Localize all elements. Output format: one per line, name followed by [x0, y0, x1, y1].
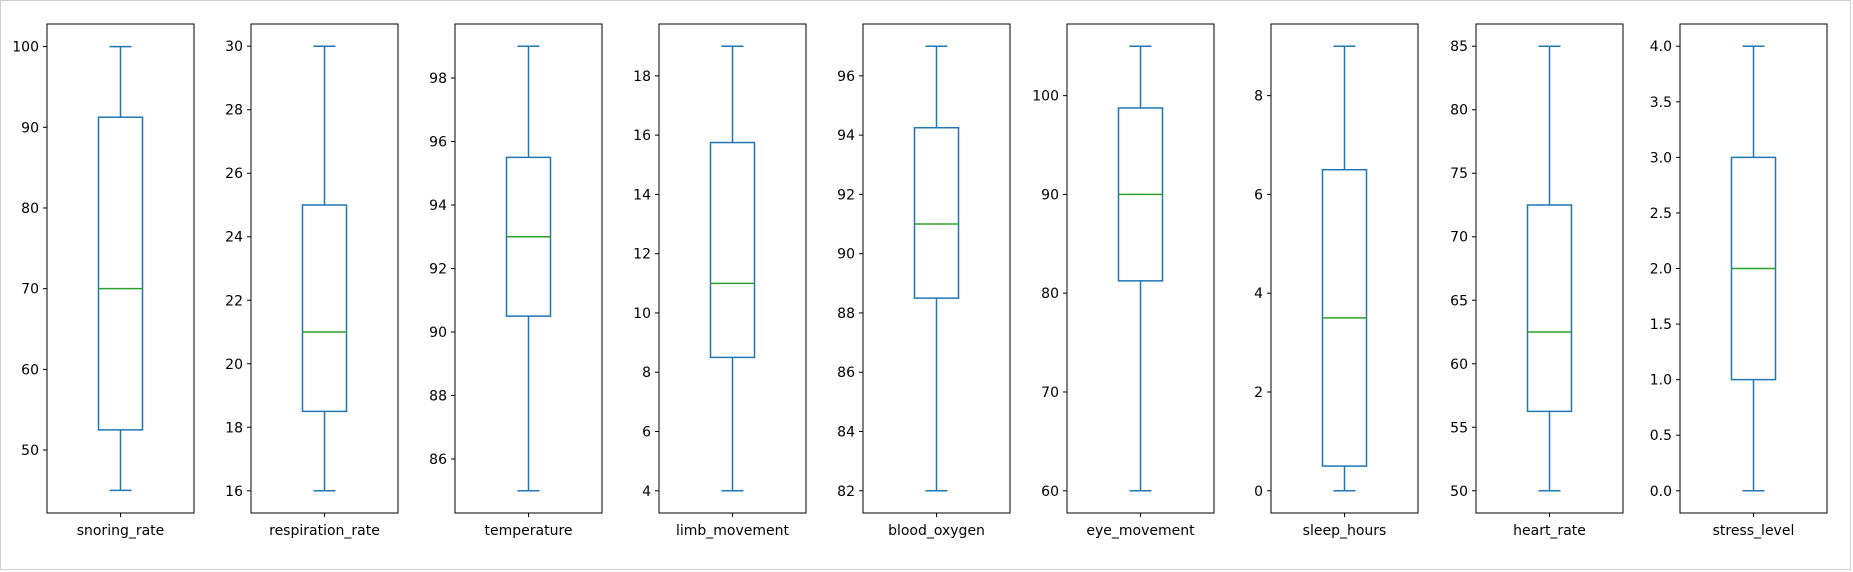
- y-tick-label: 98: [429, 71, 447, 87]
- y-tick-label: 2.0: [1650, 262, 1672, 278]
- y-tick-label: 8: [642, 365, 651, 381]
- y-tick-label: 90: [837, 247, 855, 263]
- y-tick-label: 65: [1450, 293, 1468, 309]
- y-tick-label: 6: [642, 425, 651, 441]
- panel-snoring_rate: 50 60 70 80 90 100 snoring_rate: [12, 23, 195, 539]
- y-tick-label: 84: [837, 425, 855, 441]
- y-tick-label: 28: [225, 103, 243, 119]
- y-tick-label: 1.0: [1650, 373, 1672, 389]
- panel-stress_level: 0.0 0.5 1.0 1.5 2.0 2.5 3.0 3.5 4.0 stress_level: [1650, 23, 1828, 539]
- y-tick-label: 12: [633, 247, 651, 263]
- x-tick-label: sleep_hours: [1303, 523, 1387, 539]
- y-tick-label: 30: [225, 39, 243, 55]
- iqr-box: [301, 204, 348, 413]
- y-tick-label: 60: [1450, 357, 1468, 373]
- y-tick-label: 4.0: [1650, 39, 1672, 55]
- panel-sleep_hours: 0 2 4 6 8 sleep_hours: [1254, 23, 1419, 539]
- x-tick-label: respiration_rate: [269, 523, 380, 539]
- y-tick-label: 86: [837, 365, 855, 381]
- y-tick-label: 70: [1041, 385, 1059, 401]
- y-tick-label: 1.5: [1650, 317, 1672, 333]
- x-tick-label: temperature: [485, 523, 573, 539]
- y-tick-label: 3.5: [1650, 95, 1672, 111]
- y-tick-label: 100: [1032, 89, 1059, 105]
- x-tick-label: limb_movement: [676, 523, 790, 539]
- y-tick-label: 96: [429, 134, 447, 150]
- y-tick-label: 75: [1450, 166, 1468, 182]
- y-tick-label: 2: [1254, 385, 1263, 401]
- y-tick-label: 16: [633, 128, 651, 144]
- y-tick-label: 22: [225, 293, 243, 309]
- y-tick-label: 92: [429, 262, 447, 278]
- y-tick-label: 94: [837, 128, 855, 144]
- y-tick-label: 24: [225, 230, 243, 246]
- y-tick-label: 94: [429, 198, 447, 214]
- y-tick-label: 86: [429, 452, 447, 468]
- iqr-box: [1526, 204, 1573, 413]
- iqr-box: [913, 126, 960, 299]
- panel-temperature: 86 88 90 92 94 96 98 temperature: [429, 23, 603, 539]
- x-tick-label: snoring_rate: [77, 523, 165, 539]
- y-tick-label: 80: [1450, 103, 1468, 119]
- y-tick-label: 18: [225, 420, 243, 436]
- y-tick-label: 14: [633, 187, 651, 203]
- y-tick-label: 0.5: [1650, 428, 1672, 444]
- y-tick-label: 92: [837, 187, 855, 203]
- y-tick-label: 80: [21, 201, 39, 217]
- y-tick-label: 60: [1041, 484, 1059, 500]
- y-tick-label: 10: [633, 306, 651, 322]
- x-tick-label: stress_level: [1713, 523, 1795, 539]
- y-tick-label: 4: [642, 484, 651, 500]
- y-tick-label: 2.5: [1650, 206, 1672, 222]
- y-tick-label: 70: [1450, 230, 1468, 246]
- y-tick-label: 88: [837, 306, 855, 322]
- panel-eye_movement: 60 70 80 90 100 eye_movement: [1032, 23, 1215, 539]
- panel-limb_movement: 4 6 8 10 12 14 16 18 limb_movement: [633, 23, 807, 539]
- y-tick-label: 6: [1254, 187, 1263, 203]
- y-tick-label: 3.0: [1650, 150, 1672, 166]
- y-tick-label: 90: [21, 120, 39, 136]
- y-tick-label: 16: [225, 484, 243, 500]
- panel-heart_rate: 50 55 60 65 70 75 80 85 heart_rate: [1450, 23, 1624, 539]
- y-tick-label: 55: [1450, 420, 1468, 436]
- y-tick-label: 85: [1450, 39, 1468, 55]
- iqr-box: [97, 116, 144, 431]
- x-tick-label: heart_rate: [1513, 523, 1586, 539]
- y-tick-label: 60: [21, 362, 39, 378]
- y-tick-label: 82: [837, 484, 855, 500]
- y-tick-label: 100: [12, 40, 39, 56]
- y-tick-label: 70: [21, 282, 39, 298]
- y-tick-label: 20: [225, 357, 243, 373]
- panel-blood_oxygen: 82 84 86 88 90 92 94 96 blood_oxygen: [837, 23, 1011, 539]
- y-tick-label: 8: [1254, 89, 1263, 105]
- y-tick-label: 0: [1254, 484, 1263, 500]
- x-tick-label: blood_oxygen: [888, 523, 985, 539]
- y-tick-label: 80: [1041, 286, 1059, 302]
- iqr-box: [709, 141, 756, 359]
- panel-respiration_rate: 16 18 20 22 24 26 28 30 respiration_rate: [225, 23, 399, 539]
- y-tick-label: 50: [1450, 484, 1468, 500]
- y-tick-label: 88: [429, 389, 447, 405]
- y-tick-label: 90: [429, 325, 447, 341]
- y-tick-label: 26: [225, 166, 243, 182]
- y-tick-label: 90: [1041, 187, 1059, 203]
- y-tick-label: 0.0: [1650, 484, 1672, 500]
- y-tick-label: 96: [837, 69, 855, 85]
- y-tick-label: 18: [633, 69, 651, 85]
- y-tick-label: 50: [21, 443, 39, 459]
- y-tick-label: 4: [1254, 286, 1263, 302]
- x-tick-label: eye_movement: [1086, 523, 1195, 539]
